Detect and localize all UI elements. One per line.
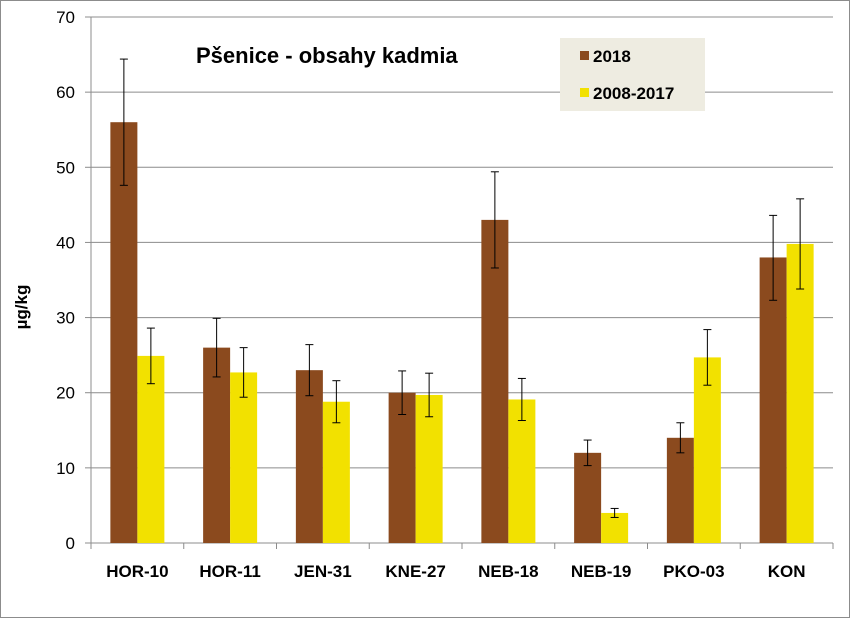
x-tick-label-kon: KON [768,562,806,581]
x-tick-label-pko-03: PKO-03 [663,562,724,581]
x-tick-label-hor-10: HOR-10 [106,562,168,581]
error-bar-2008-2017-jen-31 [332,380,341,424]
error-bar-2008-2017-pko-03 [703,329,712,386]
error-bar-2008-2017-hor-11 [239,347,248,398]
error-bar-2008-2017-kne-27 [425,372,434,418]
bar-2008-2017-kon [786,243,814,543]
bar-2018-neb-19 [574,452,602,543]
y-tick-label-40: 40 [56,233,75,252]
legend-label-2008-2017: 2008-2017 [593,84,674,103]
bar-2018-neb-18 [481,219,509,543]
gridlines [91,16,833,469]
legend: 2018 2008-2017 [560,38,705,111]
error-bar-2018-neb-19 [583,439,592,467]
x-tick-label-jen-31: JEN-31 [294,562,352,581]
bar-2008-2017-jen-31 [322,401,350,543]
legend-swatch-2008-2017 [580,88,589,97]
bar-2018-jen-31 [295,370,323,543]
x-tick-label-neb-18: NEB-18 [478,562,538,581]
error-bar-2008-2017-neb-19 [610,507,619,518]
error-bar-2018-hor-10 [119,58,128,186]
axis-labels: 0 10 20 30 40 50 60 70 HOR-10 HOR-11 JEN-31 KNE-27 N… [56,8,805,581]
bar-2008-2017-neb-18 [508,399,536,543]
error-bar-2018-jen-31 [305,344,314,397]
x-tick-label-hor-11: HOR-11 [199,562,260,581]
bar-2008-2017-neb-19 [601,512,629,543]
error-bar-2008-2017-kon [796,198,805,290]
bar-2008-2017-hor-10 [137,355,165,543]
legend-background [560,38,705,111]
error-bar-2018-hor-11 [212,317,221,378]
legend-swatch-2018 [580,51,589,60]
y-tick-label-10: 10 [56,459,75,478]
bar-2018-kne-27 [388,392,416,543]
y-tick-label-20: 20 [56,384,75,403]
bar-2008-2017-hor-11 [230,372,258,543]
error-bar-2018-kne-27 [398,370,407,416]
error-bar-2008-2017-hor-10 [146,327,155,385]
error-bar-2018-neb-18 [490,171,499,269]
y-tick-label-60: 60 [56,83,75,102]
x-tick-label-kne-27: KNE-27 [385,562,445,581]
y-tick-label-70: 70 [56,8,75,27]
bar-2018-hor-10 [110,122,138,543]
x-tick-label-neb-19: NEB-19 [571,562,631,581]
bar-2018-hor-11 [203,347,231,543]
bar-2008-2017-kne-27 [415,394,443,543]
chart-title: Pšenice - obsahy kadmia [196,43,458,68]
legend-label-2018: 2018 [593,47,631,66]
y-tick-label-0: 0 [66,534,75,553]
bar-2008-2017-pko-03 [693,357,721,543]
error-bar-2018-pko-03 [676,422,685,454]
y-axis-label: µg/kg [12,285,31,330]
error-bar-2008-2017-neb-18 [517,377,526,422]
bar-2018-kon [759,257,787,543]
bars [110,122,814,543]
error-bars [119,58,805,518]
y-tick-label-50: 50 [56,158,75,177]
bar-2018-pko-03 [666,437,694,543]
error-bar-2018-kon [769,214,778,301]
y-tick-label-30: 30 [56,309,75,328]
